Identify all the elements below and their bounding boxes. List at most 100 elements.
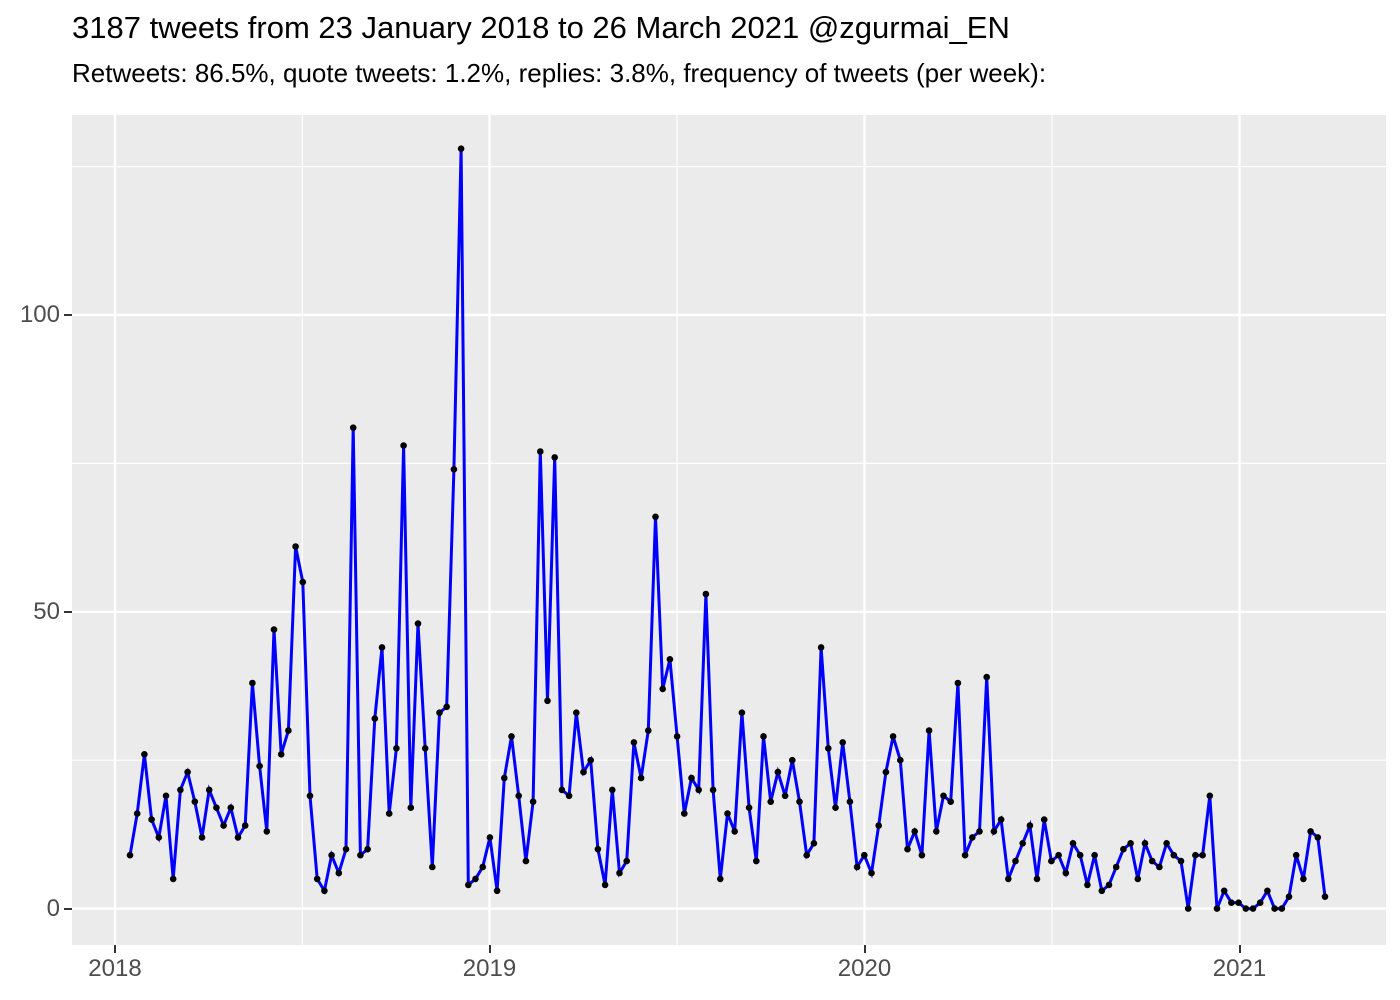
data-point: [558, 786, 566, 794]
data-point: [169, 875, 177, 883]
data-point: [1084, 881, 1091, 889]
data-point: [529, 798, 537, 805]
data-point: [673, 733, 681, 740]
data-point: [731, 828, 738, 835]
data-point: [882, 768, 890, 776]
data-point: [1271, 905, 1278, 912]
data-point: [321, 887, 328, 895]
data-point: [904, 845, 911, 853]
data-point: [213, 804, 220, 811]
data-point: [1184, 905, 1192, 912]
data-point: [378, 644, 386, 651]
data-point: [745, 804, 753, 811]
data-point: [645, 727, 652, 734]
data-point: [781, 792, 789, 800]
data-point: [587, 756, 594, 764]
data-point: [681, 810, 688, 817]
data-point: [205, 786, 213, 794]
data-point: [817, 644, 825, 651]
data-point: [1048, 857, 1055, 865]
data-point: [1163, 840, 1170, 847]
plot-svg: [72, 115, 1386, 945]
data-point: [666, 656, 674, 663]
data-point: [1076, 851, 1084, 859]
data-point: [1033, 875, 1041, 883]
data-point: [313, 875, 321, 883]
data-point: [1105, 881, 1113, 889]
x-axis-tick-label: 2019: [462, 955, 517, 982]
data-point: [889, 733, 897, 740]
data-point: [846, 798, 854, 805]
data-point: [450, 466, 458, 473]
data-point: [177, 786, 184, 794]
data-point: [709, 786, 717, 794]
data-point: [925, 727, 933, 734]
data-point: [501, 774, 508, 782]
data-point: [429, 863, 436, 871]
data-point: [1005, 875, 1012, 883]
data-point: [198, 834, 206, 841]
data-point: [249, 679, 256, 687]
data-point: [753, 857, 760, 865]
data-point: [630, 739, 638, 746]
data-point: [789, 756, 796, 764]
data-point: [933, 828, 940, 835]
data-point: [241, 822, 249, 829]
data-points: [126, 145, 1329, 912]
data-point: [493, 887, 501, 895]
data-point: [1235, 899, 1242, 906]
data-point: [465, 881, 472, 889]
chart-title: 3187 tweets from 23 January 2018 to 26 M…: [72, 10, 1010, 45]
data-point: [897, 756, 904, 764]
data-point: [616, 869, 623, 877]
data-point: [1141, 840, 1149, 847]
data-point: [803, 851, 810, 859]
x-axis-tick-label: 2021: [1212, 955, 1267, 982]
data-point: [976, 828, 983, 835]
data-point: [853, 863, 861, 871]
data-point: [810, 840, 818, 847]
data-point: [1156, 863, 1163, 871]
data-point: [738, 709, 746, 716]
data-point: [371, 715, 379, 722]
data-point: [220, 822, 227, 829]
data-point: [565, 792, 573, 800]
x-axis-tick-label: 2018: [88, 955, 142, 982]
data-point: [436, 709, 443, 716]
data-point: [1170, 851, 1178, 859]
data-point: [292, 543, 299, 550]
data-point: [544, 697, 551, 705]
data-point: [947, 798, 954, 805]
data-point: [508, 733, 515, 740]
data-point: [349, 424, 357, 432]
data-point: [270, 626, 278, 633]
data-point: [573, 709, 580, 716]
data-point: [1062, 869, 1070, 877]
data-point: [652, 513, 659, 521]
data-point: [1134, 875, 1142, 883]
data-point: [335, 869, 343, 877]
data-point: [385, 810, 393, 817]
data-point: [969, 834, 976, 841]
data-point: [364, 845, 371, 853]
x-axis-tick-mark: [1238, 945, 1241, 953]
data-point: [1098, 887, 1106, 895]
x-axis-tick-label: 2020: [837, 955, 892, 982]
data-point: [1307, 828, 1314, 835]
data-point: [609, 786, 616, 794]
data-point: [515, 792, 522, 800]
data-point: [940, 792, 947, 800]
data-point: [126, 851, 134, 859]
data-point: [1321, 893, 1329, 900]
data-point: [861, 851, 868, 859]
data-point: [537, 448, 544, 455]
data-point: [1213, 905, 1221, 912]
data-point: [1278, 905, 1286, 912]
data-point: [234, 834, 242, 841]
data-point: [1242, 905, 1250, 912]
data-point: [357, 851, 364, 859]
data-point: [191, 798, 199, 805]
x-axis-tick-mark: [114, 945, 116, 953]
data-point: [133, 810, 141, 817]
data-point: [486, 834, 494, 841]
